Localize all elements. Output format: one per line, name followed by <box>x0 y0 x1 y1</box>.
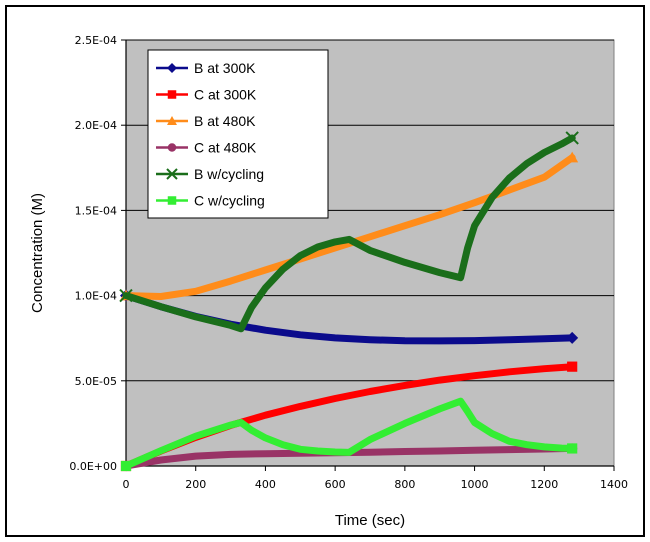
legend-entry: C w/cycling <box>156 193 265 209</box>
y-tick-label: 2.0E-04 <box>75 119 117 132</box>
y-tick-label: 1.0E-04 <box>75 290 117 303</box>
y-tick-label: 0.0E+00 <box>69 460 117 473</box>
x-tick-label: 1400 <box>600 478 628 491</box>
data-point <box>567 361 578 372</box>
series-line <box>122 397 576 470</box>
legend-swatch-marker <box>167 143 177 152</box>
y-tick-label: 5.0E-05 <box>75 375 117 388</box>
x-tick-label: 600 <box>325 478 346 491</box>
legend-swatch-marker <box>167 116 177 125</box>
series-4 <box>119 131 579 333</box>
data-point <box>567 443 578 454</box>
x-tick-label: 400 <box>255 478 276 491</box>
x-axis-title: Time (sec) <box>335 512 405 529</box>
data-point <box>119 288 133 303</box>
series-line <box>122 134 576 333</box>
legend-entry: C at 480K <box>156 140 257 156</box>
data-point <box>566 331 579 344</box>
x-tick-label: 0 <box>123 478 130 491</box>
x-tick-label: 1000 <box>461 478 489 491</box>
x-tick-label: 1200 <box>530 478 558 491</box>
legend-swatch-marker <box>167 196 177 205</box>
legend-entry: B at 480K <box>156 113 256 129</box>
series-5 <box>120 397 578 472</box>
legend-swatch-marker <box>166 168 178 180</box>
x-tick-label: 800 <box>394 478 415 491</box>
legend-label: C at 480K <box>194 140 257 156</box>
legend-swatch-marker <box>167 63 177 73</box>
y-tick-label: 2.5E-04 <box>75 34 117 47</box>
legend-entry: B w/cycling <box>156 166 264 182</box>
data-point <box>120 460 132 472</box>
legend-box <box>147 49 329 219</box>
legend-label: B w/cycling <box>194 166 264 182</box>
legend-label: B at 300K <box>194 60 256 76</box>
legend-label: C w/cycling <box>194 193 265 209</box>
legend-entry: C at 300K <box>156 87 257 103</box>
legend-label: B at 480K <box>194 113 256 129</box>
legend-swatch-marker <box>167 90 177 99</box>
y-axis-title: Concentration (M) <box>29 193 46 313</box>
legend-label: C at 300K <box>194 87 257 103</box>
data-point <box>565 131 579 145</box>
legend-entry: B at 300K <box>156 60 256 76</box>
data-point <box>566 151 579 163</box>
legend: B at 300K C at 300K B at 480K C at 480K B w/… <box>147 49 329 219</box>
y-tick-label: 1.5E-04 <box>75 204 117 217</box>
x-tick-label: 200 <box>185 478 206 491</box>
